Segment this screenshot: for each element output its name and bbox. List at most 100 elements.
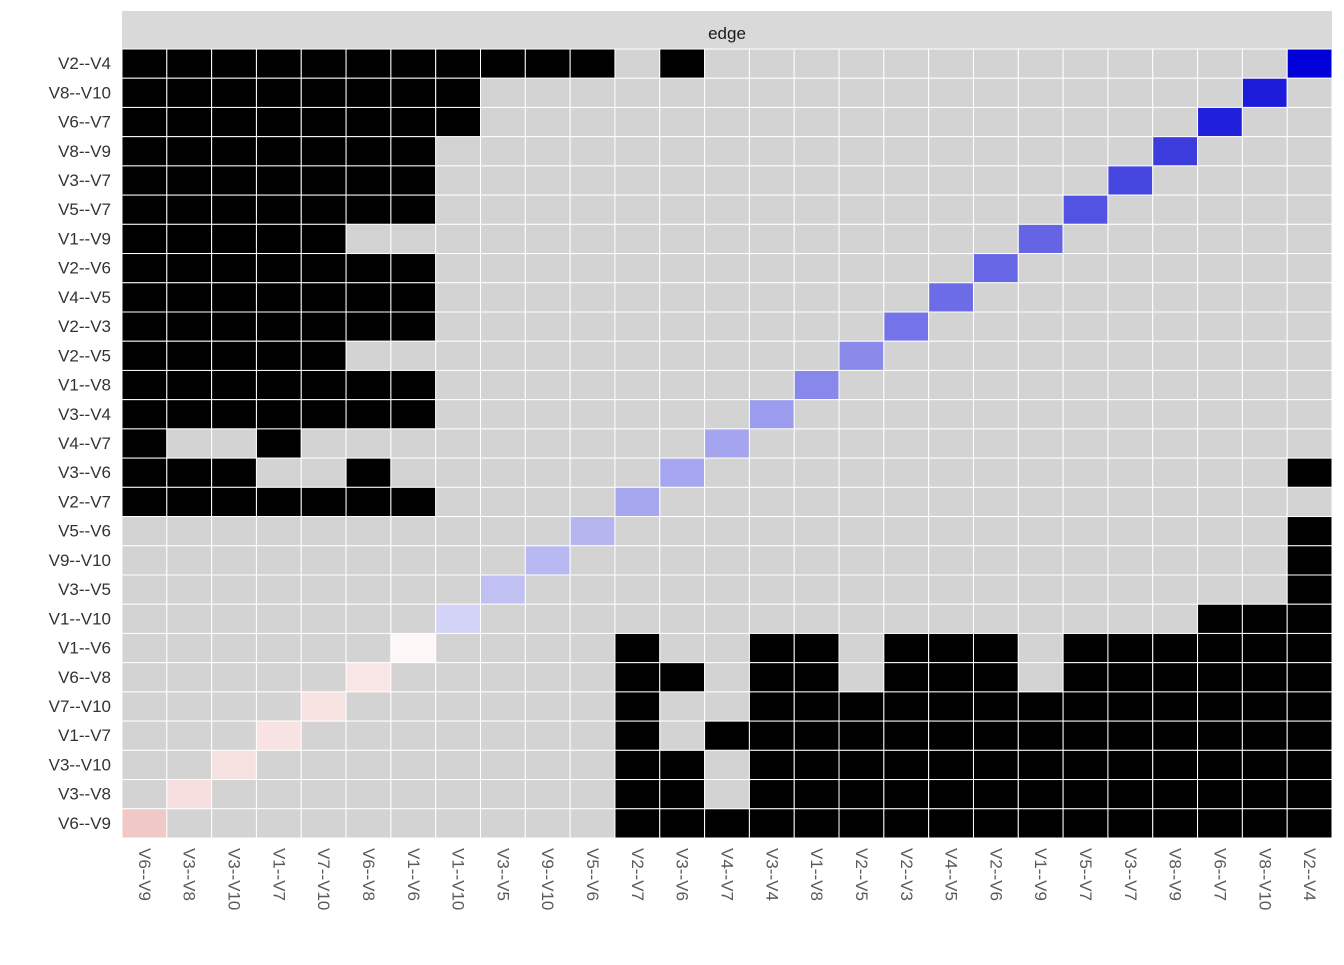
heatmap-cell [480,808,526,839]
heatmap-cell [345,369,392,401]
heatmap-cell [166,779,213,810]
heatmap-cell [928,253,974,284]
heatmap-cell [704,77,750,108]
heatmap-cell [524,779,571,810]
heatmap-cell [1197,223,1243,255]
facet-strip-label: edge [708,24,746,43]
y-tick-label: V1--V6 [58,639,111,658]
heatmap-cell [121,340,168,371]
heatmap-cell [255,749,302,781]
heatmap-cell [704,516,750,547]
heatmap-cell [435,311,482,342]
heatmap-cell [614,106,661,138]
heatmap-cell [1017,136,1064,167]
heatmap-cell [166,282,213,313]
heatmap-cell [255,340,302,371]
heatmap-cell [255,77,302,108]
heatmap-cell [569,165,616,196]
heatmap-cell [524,428,571,459]
heatmap-cell [928,106,974,138]
heatmap-cell [1017,223,1064,255]
heatmap-cell [390,165,437,196]
heatmap-cell [883,48,930,79]
heatmap-cell [211,603,257,634]
heatmap-cell [121,165,168,196]
heatmap-cell [883,194,930,225]
heatmap-cell [1197,48,1243,79]
heatmap-cell [928,48,974,79]
heatmap-cell [1017,779,1064,810]
heatmap-cell [1107,749,1154,781]
heatmap-cell [1241,516,1288,547]
heatmap-cell [569,486,616,518]
x-tick-label: V2--V3 [897,848,916,901]
heatmap-cell [1107,165,1154,196]
heatmap-cell [659,282,706,313]
y-tick-label: V7--V10 [49,697,111,716]
heatmap-cell [704,340,750,371]
heatmap-cell [255,574,302,605]
heatmap-cell [524,136,571,167]
heatmap-cell [659,603,706,634]
heatmap-cell [1286,486,1333,518]
heatmap-cell [838,106,885,138]
heatmap-cell [1152,369,1199,401]
heatmap-cell [1017,194,1064,225]
heatmap-cell [614,720,661,751]
heatmap-cell [1197,486,1243,518]
heatmap-cell [300,574,347,605]
heatmap-cell [390,399,437,430]
heatmap-cell [255,720,302,751]
heatmap-cell [1152,253,1199,284]
heatmap-cell [300,369,347,401]
heatmap-cell [883,136,930,167]
x-tick-label: V3--V6 [673,848,692,901]
heatmap-cell [1152,457,1199,488]
heatmap-cell [345,282,392,313]
heatmap-cell [166,136,213,167]
heatmap-cell [659,428,706,459]
heatmap-cell [1241,194,1288,225]
heatmap-cell [1241,720,1288,751]
heatmap-cell [838,749,885,781]
heatmap-cell [569,253,616,284]
heatmap-cell [121,574,168,605]
heatmap-cell [1107,48,1154,79]
heatmap-cell [211,779,257,810]
x-tick-label: V4--V5 [942,848,961,901]
heatmap-cell [435,516,482,547]
heatmap-cell [793,632,840,664]
heatmap-cell [972,48,1019,79]
heatmap-cell [345,340,392,371]
heatmap-cell [1017,808,1064,839]
heatmap-cell [614,194,661,225]
heatmap-cell [390,428,437,459]
heatmap-cell [614,662,661,693]
heatmap-cell [883,399,930,430]
heatmap-cell [1062,808,1109,839]
heatmap-cell [1241,808,1288,839]
heatmap-cell [883,253,930,284]
heatmap-cell [121,194,168,225]
heatmap-cell [255,223,302,255]
heatmap-cell [748,253,795,284]
heatmap-cell [883,574,930,605]
heatmap-cell [211,369,257,401]
heatmap-cell [121,720,168,751]
heatmap-cell [1197,194,1243,225]
y-tick-label: V3--V8 [58,785,111,804]
heatmap-cell [211,486,257,518]
heatmap-cell [1197,516,1243,547]
heatmap-cell [614,545,661,576]
heatmap-cell [614,48,661,79]
heatmap-cell [390,340,437,371]
x-tick-label: V8--V9 [1166,848,1185,901]
heatmap-cell [569,516,616,547]
heatmap-cell [1107,720,1154,751]
heatmap-cell [704,662,750,693]
heatmap-cell [1107,369,1154,401]
heatmap-cell [883,340,930,371]
heatmap-cell [1152,691,1199,722]
heatmap-cell [793,457,840,488]
heatmap-cell [614,165,661,196]
